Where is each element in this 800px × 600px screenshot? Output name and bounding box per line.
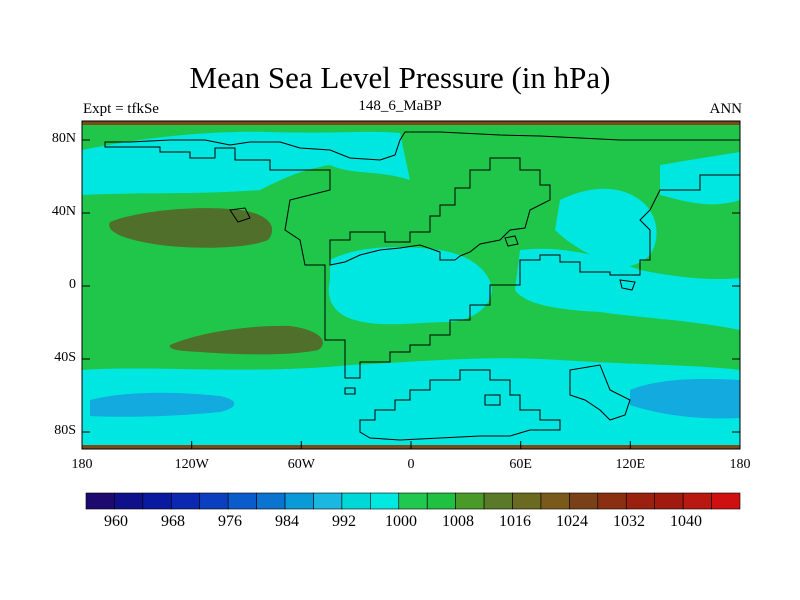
lat-label-40s: 40S bbox=[54, 350, 76, 365]
colorbar-cell bbox=[540, 492, 570, 510]
lat-label-40n: 40N bbox=[51, 204, 76, 219]
colorbar-cell bbox=[654, 492, 684, 510]
colorbar-label: 992 bbox=[332, 513, 356, 530]
islands-c bbox=[619, 279, 636, 291]
colorbar-cell bbox=[682, 492, 712, 510]
colorbar-cell bbox=[256, 492, 286, 510]
colorbar-cell bbox=[512, 492, 542, 510]
colorbar-cell bbox=[483, 492, 513, 510]
central-block-outline bbox=[329, 157, 551, 266]
south-pacific-very-low bbox=[90, 392, 235, 417]
lat-ticks bbox=[82, 139, 740, 433]
north-landmass-outline bbox=[104, 131, 741, 379]
colorbar-label: 1024 bbox=[556, 513, 588, 530]
north-pacific-high bbox=[109, 208, 273, 248]
asia-low bbox=[555, 188, 657, 267]
lat-label-80n: 80N bbox=[51, 131, 76, 146]
lon-label-60w: 60W bbox=[287, 457, 315, 472]
islands-a bbox=[229, 207, 251, 223]
colorbar-cell bbox=[341, 492, 371, 510]
colorbar bbox=[85, 492, 741, 510]
lon-label-0: 0 bbox=[407, 457, 415, 472]
lon-label-120e: 120E bbox=[615, 457, 646, 472]
colorbar-label: 984 bbox=[275, 513, 299, 530]
arctic-low-west bbox=[82, 131, 410, 195]
page-title: Mean Sea Level Pressure (in hPa) bbox=[189, 60, 611, 95]
land-outlines bbox=[104, 131, 741, 441]
period-label: 148_6_MaBP bbox=[358, 98, 442, 114]
southern-landmass-outline bbox=[359, 369, 561, 441]
colorbar-cell bbox=[85, 492, 115, 510]
lon-label-180e: 180 bbox=[729, 457, 751, 472]
south-pacific-high bbox=[169, 325, 323, 355]
colorbar-cell bbox=[313, 492, 343, 510]
colorbar-cell bbox=[398, 492, 428, 510]
colorbar-cell bbox=[114, 492, 144, 510]
colorbar-cell bbox=[711, 492, 741, 510]
colorbar-label: 1040 bbox=[670, 513, 702, 530]
north-edge bbox=[82, 121, 740, 125]
lon-label-120w: 120W bbox=[174, 457, 209, 472]
equatorial-low bbox=[328, 247, 492, 325]
lon-label-60e: 60E bbox=[509, 457, 532, 472]
season-label: ANN bbox=[709, 101, 743, 117]
colorbar-label: 1032 bbox=[613, 513, 645, 530]
colorbar-cell bbox=[426, 492, 456, 510]
south-island-east-outline bbox=[569, 364, 631, 421]
islands-d bbox=[344, 387, 356, 395]
southern-ocean-low bbox=[82, 358, 740, 445]
colorbar-cell bbox=[142, 492, 172, 510]
colorbar-label: 976 bbox=[218, 513, 242, 530]
colorbar-cell bbox=[227, 492, 257, 510]
lat-label-0: 0 bbox=[69, 277, 76, 292]
colorbar-label: 1016 bbox=[499, 513, 531, 530]
south-indian-very-low bbox=[630, 379, 740, 419]
colorbar-cell bbox=[625, 492, 655, 510]
colorbar-label: 1008 bbox=[442, 513, 474, 530]
colorbar-cell bbox=[171, 492, 201, 510]
colorbar-cell bbox=[199, 492, 229, 510]
lat-label-80s: 80S bbox=[54, 423, 76, 438]
colorbar-cell bbox=[455, 492, 485, 510]
colorbar-label: 1000 bbox=[385, 513, 417, 530]
experiment-label: Expt = tfkSe bbox=[83, 101, 159, 117]
colorbar-cell bbox=[284, 492, 314, 510]
colorbar-cell bbox=[597, 492, 627, 510]
lon-label-180w: 180 bbox=[71, 457, 93, 472]
lon-ticks bbox=[81, 441, 741, 449]
colorbar-label: 968 bbox=[161, 513, 185, 530]
islands-e bbox=[484, 394, 501, 406]
islands-b bbox=[504, 235, 519, 247]
colorbar-cell bbox=[370, 492, 400, 510]
colorbar-label: 960 bbox=[104, 513, 128, 530]
colorbar-cell bbox=[569, 492, 599, 510]
